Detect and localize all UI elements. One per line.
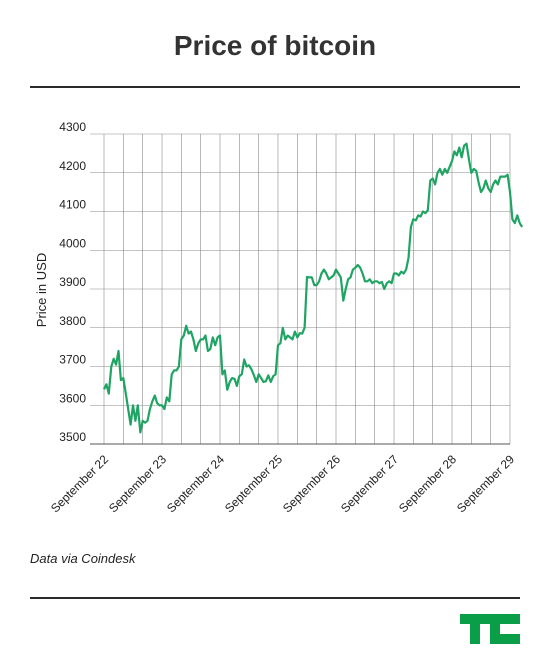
chart-title: Price of bitcoin <box>173 30 377 61</box>
x-tick-label: September 29 <box>454 452 517 515</box>
techcrunch-tc-logo-icon <box>460 614 520 644</box>
y-tick-label: 4000 <box>59 236 86 250</box>
y-tick-label: 4100 <box>59 198 86 212</box>
top-divider <box>30 86 520 88</box>
y-tick-label: 3900 <box>59 275 86 289</box>
chart-grid <box>90 133 511 445</box>
source-note: Data via Coindesk <box>30 551 136 566</box>
y-axis-ticks: 3500 3600 3700 3800 3900 4000 4100 4200 4300 <box>59 120 86 444</box>
x-tick-label: September 26 <box>280 452 343 515</box>
x-tick-label: September 22 <box>48 452 111 515</box>
x-tick-label: September 23 <box>106 452 169 515</box>
x-tick-label: September 25 <box>222 452 285 515</box>
y-tick-label: 3800 <box>59 314 86 328</box>
line-chart: 3500 3600 3700 3800 3900 4000 4100 4200 4300 Sep… <box>34 120 524 515</box>
y-tick-label: 3700 <box>59 353 86 367</box>
x-tick-label: September 28 <box>396 452 459 515</box>
y-tick-label: 4300 <box>59 120 86 134</box>
y-tick-label: 3600 <box>59 391 86 405</box>
price-line-series <box>103 142 524 434</box>
x-tick-label: September 24 <box>164 452 227 515</box>
y-axis-label: Price in USD <box>34 253 49 327</box>
x-tick-label: September 27 <box>338 452 401 515</box>
y-tick-label: 3500 <box>59 430 86 444</box>
bottom-divider <box>30 597 520 599</box>
y-tick-label: 4200 <box>59 159 86 173</box>
